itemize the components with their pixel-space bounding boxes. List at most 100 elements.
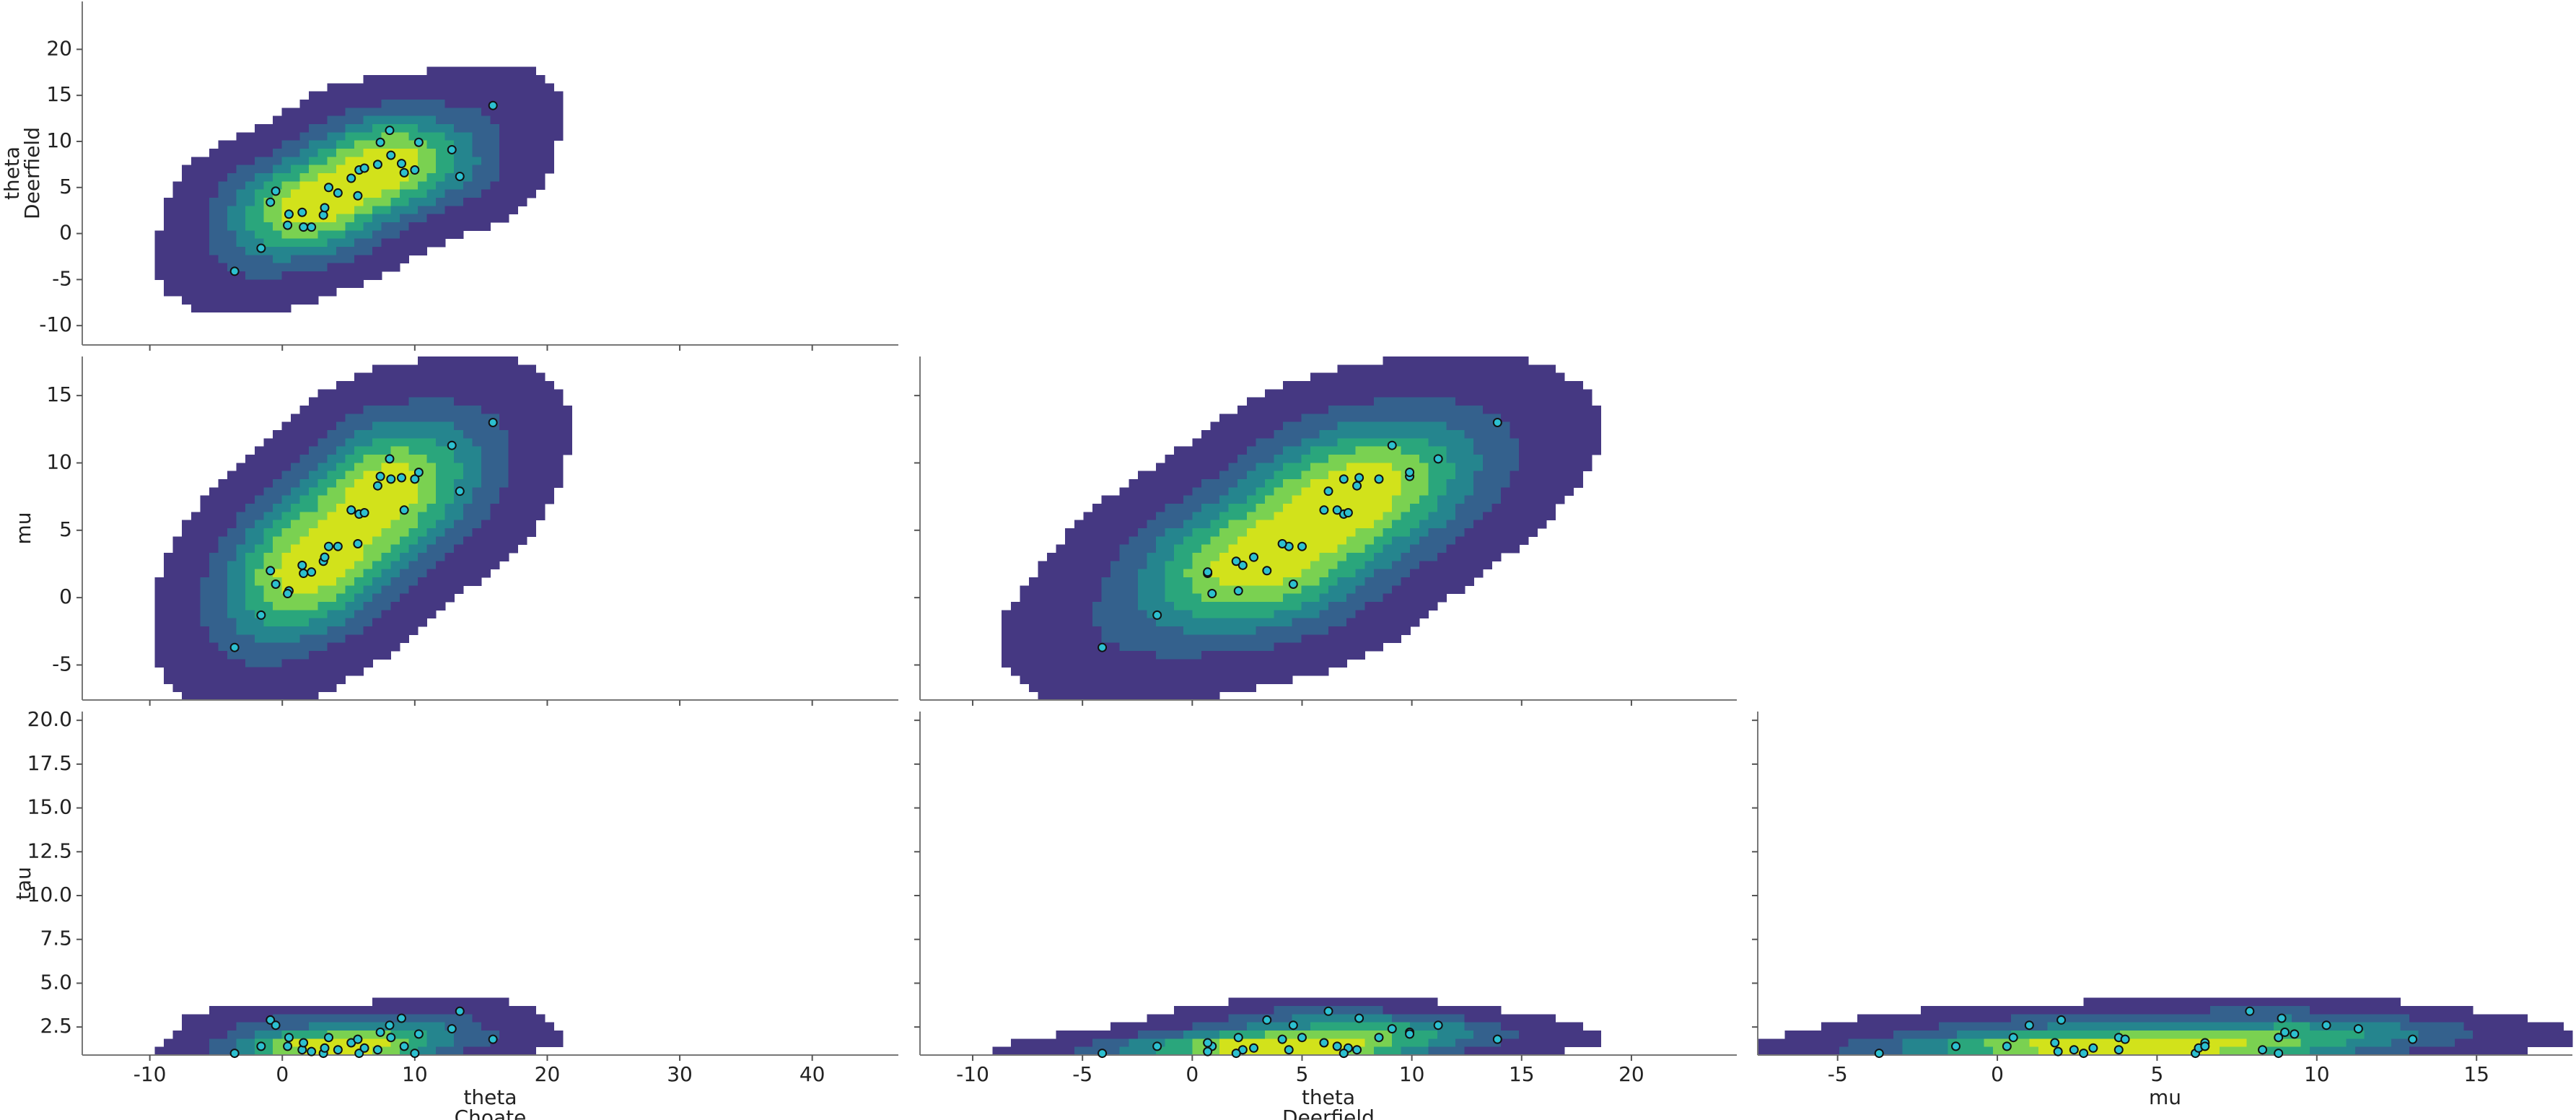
density-cell: [1564, 397, 1574, 406]
density-cell: [309, 397, 319, 406]
density-cell: [408, 230, 419, 240]
density-cell: [381, 577, 391, 586]
density-cell: [1156, 651, 1166, 660]
density-cell: [363, 561, 373, 570]
density-cell: [1246, 1031, 1256, 1039]
density-cell: [1866, 1014, 1876, 1023]
density-cell: [553, 463, 564, 472]
density-cell: [490, 91, 500, 100]
density-cell: [1419, 430, 1429, 439]
density-cell: [1183, 1014, 1193, 1023]
density-cell: [1028, 577, 1039, 586]
density-cell: [1428, 1046, 1438, 1056]
density-cell: [1383, 421, 1393, 431]
density-cell: [272, 618, 283, 627]
density-cell: [345, 255, 355, 264]
density-cell: [218, 238, 228, 248]
density-cell: [218, 1022, 228, 1031]
density-cell: [1383, 1022, 1393, 1031]
density-cell: [1528, 504, 1538, 512]
density-cell: [436, 1006, 446, 1015]
density-cell: [535, 1031, 546, 1039]
density-cell: [218, 263, 228, 272]
density-cell: [408, 364, 419, 374]
density-cell: [182, 230, 192, 240]
density-cell: [372, 222, 382, 231]
density-cell: [426, 561, 437, 570]
density-cell: [472, 372, 482, 382]
density-cell: [1537, 389, 1547, 398]
density-cell: [1328, 1022, 1339, 1031]
density-cell: [1265, 577, 1275, 586]
density-cell: [263, 618, 273, 627]
density-cell: [1564, 421, 1574, 431]
density-cell: [381, 471, 391, 480]
density-cell: [1174, 561, 1184, 570]
density-cell: [1428, 381, 1438, 390]
density-cell: [218, 296, 228, 305]
density-cell: [1510, 406, 1520, 414]
density-cell: [1328, 446, 1339, 455]
density-cell: [299, 406, 310, 414]
density-cell: [418, 214, 428, 223]
density-cell: [327, 149, 337, 157]
density-cell: [499, 364, 509, 374]
density-cell: [363, 91, 373, 100]
density-cell: [444, 83, 455, 92]
density-cell: [372, 149, 382, 157]
density-cell: [1401, 504, 1411, 512]
density-cell: [490, 115, 500, 125]
density-cell: [372, 553, 382, 561]
density-cell: [1364, 455, 1375, 463]
density-cell: [1219, 642, 1230, 652]
density-cell: [1337, 430, 1347, 439]
density-cell: [1246, 471, 1256, 480]
density-cell: [200, 495, 210, 504]
density-cell: [1065, 593, 1075, 603]
density-cell: [1519, 495, 1529, 504]
density-cell: [1392, 430, 1402, 439]
density-cell: [1446, 495, 1456, 504]
density-cell: [1437, 593, 1447, 603]
density-cell: [2210, 1006, 2220, 1015]
density-cell: [1419, 372, 1429, 382]
density-cell: [1192, 602, 1202, 611]
density-cell: [1092, 569, 1103, 578]
density-cell: [418, 389, 428, 398]
density-cell: [336, 279, 346, 289]
density-cell: [1129, 1038, 1139, 1048]
density-cell: [535, 421, 546, 431]
density-cell: [1491, 544, 1502, 554]
density-cell: [1092, 1046, 1103, 1056]
density-cell: [1501, 536, 1511, 546]
density-cell: [1573, 463, 1583, 472]
density-cell: [426, 124, 437, 133]
density-cell: [1346, 438, 1357, 447]
density-cell: [1283, 471, 1293, 480]
density-cell: [481, 198, 491, 206]
density-cell: [218, 634, 228, 644]
density-cell: [1491, 528, 1502, 537]
density-cell: [299, 421, 310, 431]
density-cell: [1092, 544, 1103, 554]
density-cell: [1056, 553, 1066, 561]
density-cell: [1519, 479, 1529, 488]
density-cell: [1174, 634, 1184, 644]
density-cell: [1319, 634, 1329, 644]
density-cell: [553, 389, 564, 398]
density-cell: [499, 83, 509, 92]
density-cell: [1210, 691, 1220, 701]
density-cell: [444, 495, 455, 504]
density-cell: [499, 553, 509, 561]
density-cell: [1074, 569, 1084, 578]
density-cell: [190, 1031, 201, 1039]
density-cell: [372, 642, 382, 652]
density-cell: [327, 189, 337, 198]
density-cell: [1228, 626, 1238, 635]
density-cell: [463, 1031, 473, 1039]
density-cell: [1319, 372, 1329, 382]
density-cell: [1292, 487, 1302, 496]
density-cell: [281, 140, 292, 149]
density-cell: [354, 455, 364, 463]
density-cell: [454, 198, 464, 206]
